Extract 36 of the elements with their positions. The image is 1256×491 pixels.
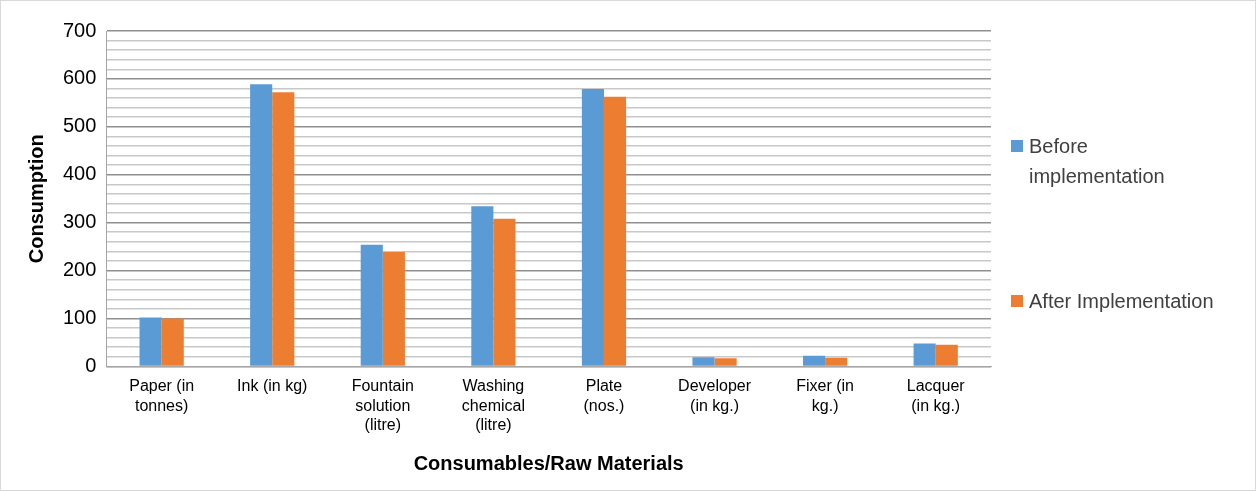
bar <box>603 96 627 366</box>
y-tick-label: 700 <box>62 18 97 41</box>
x-tick-label: Plate (nos.) <box>583 377 625 414</box>
bar <box>493 218 516 366</box>
bar <box>139 317 162 366</box>
y-tick-label: 200 <box>62 258 97 281</box>
bar <box>692 357 715 366</box>
bar <box>825 357 848 366</box>
x-tick-label: Fixer (in kg.) <box>796 377 855 414</box>
bar <box>803 355 826 366</box>
y-tick-label: 100 <box>62 306 97 328</box>
bar <box>913 343 936 366</box>
bar <box>471 206 494 366</box>
x-tick-label: Ink (in kg) <box>237 377 308 395</box>
bar <box>161 318 184 366</box>
legend-label: Before implementation <box>1029 134 1166 189</box>
x-tick-label: Washing chemical (litre) <box>461 377 525 433</box>
bar <box>250 84 273 366</box>
y-tick-label: 600 <box>62 66 97 89</box>
bar <box>382 251 405 366</box>
legend-label: After Implementation <box>1029 289 1215 314</box>
bar <box>272 92 295 366</box>
x-tick-label: Paper (in tonnes) <box>129 377 195 414</box>
bar <box>935 344 958 366</box>
y-tick-label: 500 <box>62 114 97 137</box>
y-axis-title: Consumption <box>24 134 47 264</box>
x-tick-label: Developer (in kg.) <box>678 377 752 414</box>
bar <box>581 88 604 366</box>
bar <box>714 358 737 366</box>
y-tick-label: 400 <box>62 162 97 185</box>
x-tick-label: Fountain solution (litre) <box>351 377 414 433</box>
y-tick-label: 0 <box>85 353 97 376</box>
x-tick-label: Lacquer (in kg.) <box>906 377 966 414</box>
x-axis-title: Consumables/Raw Materials <box>413 451 684 474</box>
bar <box>360 244 383 366</box>
y-tick-label: 300 <box>62 210 97 233</box>
